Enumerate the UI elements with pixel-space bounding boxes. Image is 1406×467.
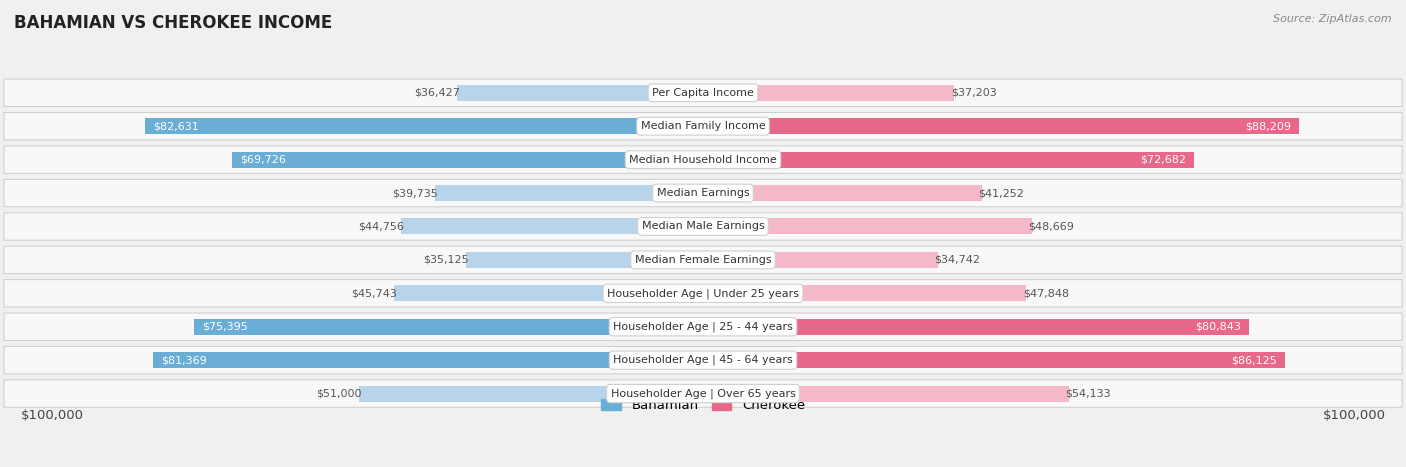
- Bar: [703, 318, 1249, 335]
- Bar: [232, 152, 703, 168]
- Text: $51,000: $51,000: [316, 389, 361, 398]
- Text: $86,125: $86,125: [1230, 355, 1277, 365]
- Bar: [145, 118, 703, 134]
- Bar: [401, 219, 703, 234]
- Text: $82,631: $82,631: [153, 121, 198, 131]
- Text: $100,000: $100,000: [1323, 409, 1385, 422]
- FancyBboxPatch shape: [4, 213, 1402, 240]
- FancyBboxPatch shape: [4, 79, 1402, 106]
- Bar: [703, 252, 938, 268]
- Text: Householder Age | 45 - 64 years: Householder Age | 45 - 64 years: [613, 355, 793, 365]
- Text: $69,726: $69,726: [240, 155, 285, 165]
- Text: Median Household Income: Median Household Income: [628, 155, 778, 165]
- Text: Median Male Earnings: Median Male Earnings: [641, 221, 765, 232]
- Bar: [703, 118, 1299, 134]
- FancyBboxPatch shape: [4, 113, 1402, 140]
- Text: $44,756: $44,756: [359, 221, 404, 232]
- Text: $48,669: $48,669: [1028, 221, 1074, 232]
- Text: Householder Age | Over 65 years: Householder Age | Over 65 years: [610, 389, 796, 399]
- FancyBboxPatch shape: [4, 347, 1402, 374]
- Bar: [153, 352, 703, 368]
- Bar: [394, 285, 703, 301]
- Bar: [703, 219, 1032, 234]
- FancyBboxPatch shape: [4, 179, 1402, 207]
- Text: Median Family Income: Median Family Income: [641, 121, 765, 131]
- Text: Source: ZipAtlas.com: Source: ZipAtlas.com: [1274, 14, 1392, 24]
- Text: BAHAMIAN VS CHEROKEE INCOME: BAHAMIAN VS CHEROKEE INCOME: [14, 14, 332, 32]
- Bar: [434, 185, 703, 201]
- Text: Householder Age | 25 - 44 years: Householder Age | 25 - 44 years: [613, 321, 793, 332]
- Text: $72,682: $72,682: [1140, 155, 1185, 165]
- FancyBboxPatch shape: [4, 280, 1402, 307]
- Text: $39,735: $39,735: [392, 188, 439, 198]
- Text: Median Female Earnings: Median Female Earnings: [634, 255, 772, 265]
- Bar: [703, 352, 1285, 368]
- Text: $45,743: $45,743: [352, 288, 398, 298]
- FancyBboxPatch shape: [4, 146, 1402, 173]
- Text: $37,203: $37,203: [950, 88, 997, 98]
- Text: $47,848: $47,848: [1022, 288, 1069, 298]
- Text: $100,000: $100,000: [21, 409, 83, 422]
- Bar: [703, 185, 981, 201]
- Text: $80,843: $80,843: [1195, 322, 1241, 332]
- Bar: [703, 285, 1026, 301]
- Text: $54,133: $54,133: [1066, 389, 1111, 398]
- Text: Householder Age | Under 25 years: Householder Age | Under 25 years: [607, 288, 799, 298]
- Text: Median Earnings: Median Earnings: [657, 188, 749, 198]
- Text: $34,742: $34,742: [934, 255, 980, 265]
- Text: $41,252: $41,252: [979, 188, 1024, 198]
- Legend: Bahamian, Cherokee: Bahamian, Cherokee: [596, 393, 810, 417]
- FancyBboxPatch shape: [4, 246, 1402, 274]
- Text: Per Capita Income: Per Capita Income: [652, 88, 754, 98]
- Text: $88,209: $88,209: [1244, 121, 1291, 131]
- FancyBboxPatch shape: [4, 380, 1402, 407]
- Text: $75,395: $75,395: [202, 322, 247, 332]
- Bar: [194, 318, 703, 335]
- Text: $36,427: $36,427: [415, 88, 460, 98]
- Bar: [359, 386, 703, 402]
- Text: $35,125: $35,125: [423, 255, 470, 265]
- Bar: [703, 85, 955, 101]
- FancyBboxPatch shape: [4, 313, 1402, 340]
- Bar: [703, 152, 1194, 168]
- Text: $81,369: $81,369: [162, 355, 207, 365]
- Bar: [465, 252, 703, 268]
- Bar: [703, 386, 1069, 402]
- Bar: [457, 85, 703, 101]
